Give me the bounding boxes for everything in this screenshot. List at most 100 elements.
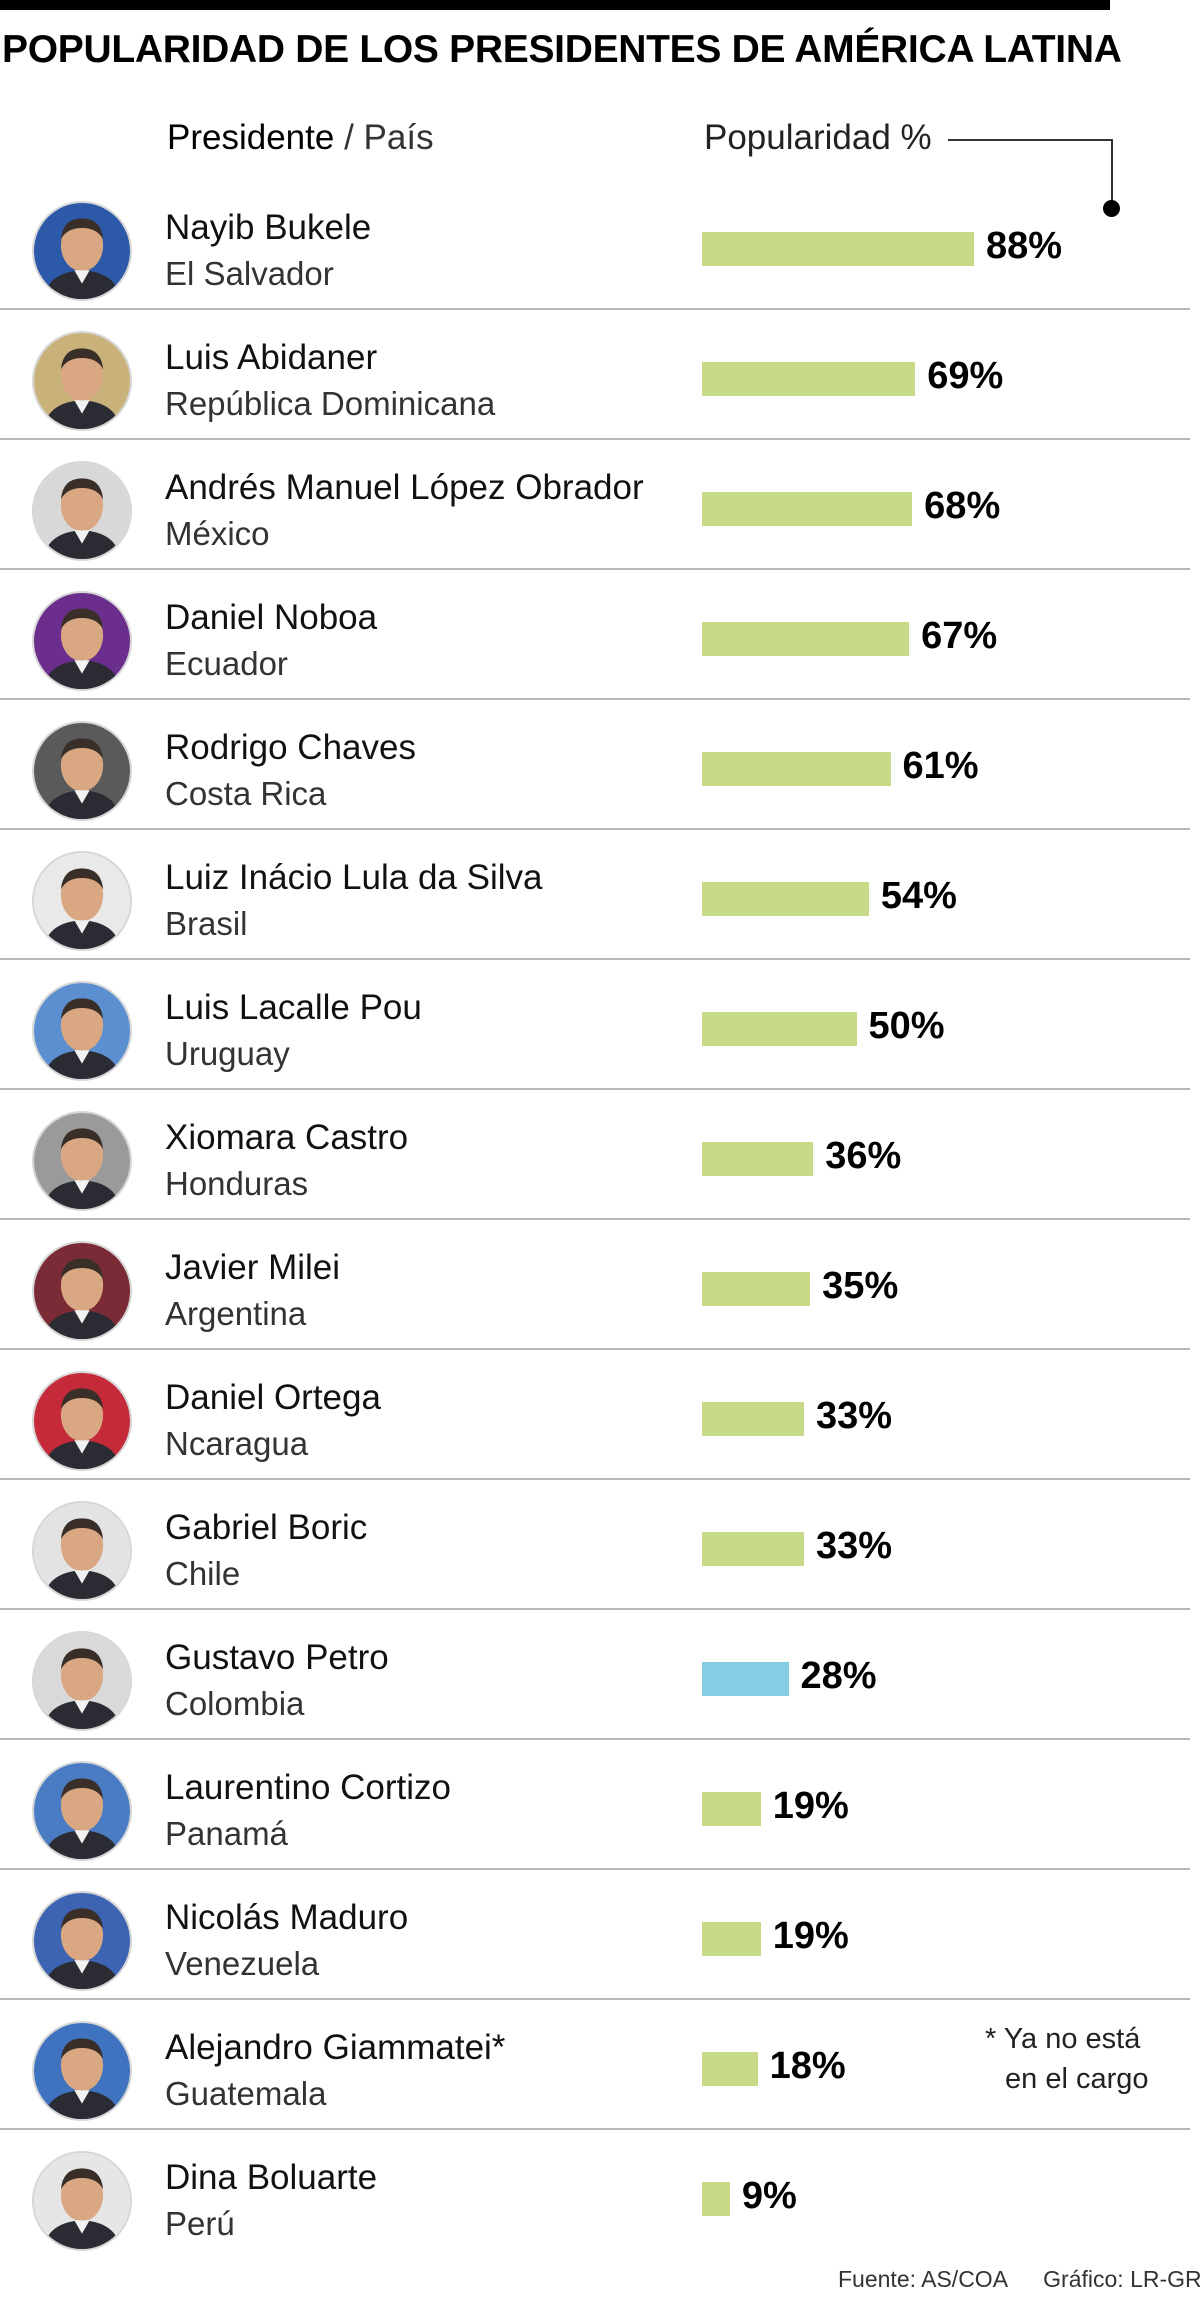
country-name: Ecuador [165,645,288,682]
country-name: Panamá [165,1815,288,1852]
bar [702,232,974,266]
row-divider [0,1998,1190,2000]
portrait-icon [32,1371,132,1471]
footnote: * Ya no está en el cargo [985,2019,1149,2099]
president-name: Laurentino Cortizo [165,1768,451,1807]
country-name: Argentina [165,1295,307,1332]
portrait-icon [32,1241,132,1341]
country-name: El Salvador [165,255,334,292]
header-separator: / [344,118,354,157]
chart-row: Javier Milei Argentina 35% [0,1220,1190,1350]
bar [702,362,916,396]
chart-row: Nayib Bukele El Salvador 88% [0,180,1190,310]
row-divider [0,828,1190,830]
bar [702,882,869,916]
row-divider [0,958,1190,960]
bar-value-label: 88% [986,225,1063,267]
portrait-icon [32,1631,132,1731]
bar [702,1012,857,1046]
country-name: México [165,515,270,552]
chart-row: Luis Abidaner República Dominicana 69% [0,310,1190,440]
row-divider [0,1348,1190,1350]
chart-row: Andrés Manuel López Obrador México 68% [0,440,1190,570]
country-name: República Dominicana [165,385,496,422]
chart-row: Gabriel Boric Chile 33% [0,1480,1190,1610]
president-name: Rodrigo Chaves [165,728,416,767]
president-label: Presidente [167,118,335,157]
country-name: Venezuela [165,1945,320,1982]
top-rule [0,0,1110,10]
chart-row: Luis Lacalle Pou Uruguay 50% [0,960,1190,1090]
bar [702,492,913,526]
footer: Fuente: AS/COA Gráfico: LR-GR [838,2266,1200,2293]
bar [702,2182,730,2216]
bar-value-label: 50% [868,1005,945,1047]
row-divider [0,1218,1190,1220]
bar-value-label: 19% [772,1785,849,1827]
country-name: Guatemala [165,2075,327,2112]
row-divider [0,568,1190,570]
row-divider [0,2128,1190,2130]
leader-line-horizontal [948,139,1113,141]
country-name: Honduras [165,1165,309,1202]
chart-row: Daniel Noboa Ecuador 67% [0,570,1190,700]
bar-value-label: 68% [924,485,1001,527]
bar-value-label: 54% [880,875,957,917]
portrait-icon [32,1111,132,1211]
bar-value-label: 19% [772,1915,849,1957]
president-name: Luis Abidaner [165,338,378,377]
portrait-icon [32,981,132,1081]
portrait-icon [32,331,132,431]
bar-value-label: 18% [769,2045,846,2087]
country-name: Chile [165,1555,241,1592]
row-divider [0,1608,1190,1610]
country-name: Costa Rica [165,775,327,812]
president-name: Gustavo Petro [165,1638,389,1677]
bar-value-label: 9% [741,2175,797,2217]
leader-line-vertical [1111,139,1113,205]
bar-value-label: 28% [800,1655,877,1697]
bar-value-label: 69% [927,355,1004,397]
chart-row: Dina Boluarte Perú 9% [0,2130,1190,2260]
bar [702,622,910,656]
president-name: Daniel Noboa [165,598,378,637]
bar [702,1922,761,1956]
president-name: Gabriel Boric [165,1508,368,1547]
bar-value-label: 35% [822,1265,899,1307]
graphic-credit: Gráfico: LR-GR [1043,2266,1200,2292]
portrait-icon [32,1891,132,1991]
column-header-popularity: Popularidad % [704,118,932,157]
bar [702,1142,814,1176]
bar-value-label: 36% [825,1135,902,1177]
president-name: Alejandro Giammatei* [165,2028,506,2067]
row-divider [0,1478,1190,1480]
row-divider [0,1088,1190,1090]
portrait-icon [32,2151,132,2251]
chart-title: POPULARIDAD DE LOS PRESIDENTES DE AMÉRIC… [2,28,1122,71]
president-name: Xiomara Castro [165,1118,409,1157]
chart-row: Daniel Ortega Ncaragua 33% [0,1350,1190,1480]
president-name: Luiz Inácio Lula da Silva [165,858,543,897]
country-label: País [363,118,434,157]
row-divider [0,308,1190,310]
portrait-icon [32,2021,132,2121]
portrait-icon [32,851,132,951]
president-name: Luis Lacalle Pou [165,988,422,1027]
portrait-icon [32,591,132,691]
leader-dot [1103,200,1120,217]
chart-row: Laurentino Cortizo Panamá 19% [0,1740,1190,1870]
chart-row: Rodrigo Chaves Costa Rica 61% [0,700,1190,830]
bar-value-label: 33% [816,1395,893,1437]
bar [702,1272,811,1306]
bar [702,1792,761,1826]
column-header-president: Presidente / País [167,118,434,158]
bar-value-label: 61% [902,745,979,787]
footnote-line-1: * Ya no está [985,2023,1141,2055]
president-name: Nicolás Maduro [165,1898,409,1937]
bar-value-label: 33% [816,1525,893,1567]
source-credit: Fuente: AS/COA [838,2266,1007,2292]
president-name: Daniel Ortega [165,1378,381,1417]
chart-row: Alejandro Giammatei* Guatemala 18% [0,2000,1190,2130]
country-name: Uruguay [165,1035,290,1072]
country-name: Perú [165,2205,235,2242]
